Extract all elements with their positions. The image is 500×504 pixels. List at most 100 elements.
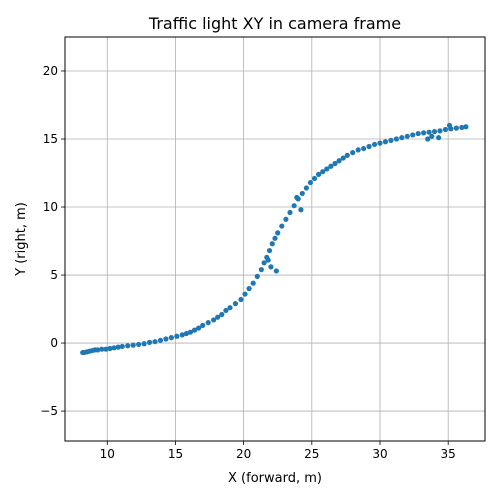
scatter-point: [223, 307, 229, 314]
scatter-point: [265, 257, 271, 263]
scatter-point: [141, 341, 147, 347]
scatter-point: [179, 332, 185, 338]
scatter-point: [211, 317, 217, 323]
y-axis-label: Y (right, m): [14, 202, 29, 277]
scatter-point: [316, 171, 322, 177]
scatter-point: [168, 335, 174, 341]
scatter-point: [163, 336, 169, 342]
scatter-point: [268, 264, 274, 270]
scatter-point: [459, 124, 465, 131]
y-tick-label: −5: [40, 404, 58, 418]
scatter-point: [463, 124, 469, 130]
scatter-point: [328, 163, 334, 169]
scatter-point: [238, 296, 244, 303]
scatter-point: [371, 141, 378, 148]
y-tick-label: 15: [43, 132, 58, 146]
scatter-point: [404, 133, 410, 139]
scatter-point: [298, 207, 304, 213]
scatter-point: [361, 145, 367, 152]
scatter-point: [254, 273, 260, 280]
scatter-point: [103, 346, 109, 352]
scatter-point: [388, 137, 394, 143]
scatter-point: [366, 143, 372, 150]
scatter-point: [431, 128, 438, 135]
scatter-point: [196, 325, 202, 331]
scatter-point: [311, 175, 318, 182]
scatter-point: [382, 139, 389, 145]
data-points: [80, 122, 469, 356]
scatter-point: [111, 345, 117, 351]
scatter-point: [446, 122, 453, 129]
scatter-point: [350, 150, 356, 156]
scatter-point: [200, 322, 206, 328]
scatter-point: [99, 346, 105, 352]
x-axis-label: X (forward, m): [228, 471, 322, 486]
scatter-point: [215, 314, 221, 320]
scatter-point: [95, 347, 101, 353]
scatter-point: [152, 339, 158, 345]
scatter-point: [453, 125, 459, 131]
scatter-point: [130, 342, 136, 348]
scatter-point: [299, 190, 305, 197]
scatter-point: [232, 301, 239, 307]
scatter-point: [136, 341, 142, 348]
x-tick-label: 30: [372, 447, 387, 461]
scatter-point: [415, 130, 421, 137]
scatter-point: [119, 343, 125, 350]
y-tick-label: 0: [50, 336, 58, 350]
scatter-point: [287, 209, 293, 216]
scatter-point: [183, 330, 189, 337]
scatter-point: [324, 166, 330, 172]
scatter-point: [157, 337, 164, 343]
scatter-point: [125, 343, 131, 349]
x-tick-label: 20: [236, 447, 251, 461]
scatter-point: [436, 135, 442, 141]
scatter-point: [283, 216, 289, 222]
scatter-point: [275, 230, 281, 236]
y-tick-label: 20: [43, 64, 58, 78]
grid: [65, 37, 485, 441]
scatter-point: [291, 203, 297, 209]
scatter-point: [107, 345, 113, 352]
scatter-point: [355, 147, 361, 153]
scatter-point: [399, 135, 405, 141]
y-tick-label: 5: [50, 268, 58, 282]
scatter-point: [410, 132, 416, 138]
scatter-point: [115, 344, 121, 350]
axis-ticks: 10 15 20 25 30 35 −5 0 5 10 15 20: [40, 64, 456, 461]
scatter-point: [246, 286, 252, 292]
scatter-point: [307, 179, 314, 186]
plot-frame: [64, 36, 486, 442]
scatter-point: [227, 305, 233, 311]
scatter-point: [191, 327, 198, 333]
scatter-point: [272, 235, 278, 241]
scatter-point: [146, 339, 153, 345]
x-tick-label: 15: [168, 447, 183, 461]
scatter-point: [336, 158, 342, 164]
scatter-point: [258, 267, 264, 273]
scatter-point: [261, 260, 267, 266]
chart-title: Traffic light XY in camera frame: [148, 14, 401, 33]
scatter-point: [425, 136, 431, 142]
scatter-point: [219, 311, 225, 318]
scatter-point: [421, 130, 427, 136]
scatter-point: [429, 133, 435, 139]
scatter-point: [187, 329, 194, 335]
scatter-point: [205, 320, 211, 326]
scatter-point: [294, 194, 300, 201]
scatter-point: [320, 169, 326, 175]
scatter-point: [344, 152, 350, 158]
scatter-point: [377, 140, 383, 146]
scatter-point: [437, 128, 443, 134]
x-tick-label: 35: [441, 447, 456, 461]
scatter-point: [273, 268, 279, 274]
scatter-point: [332, 160, 338, 167]
scatter-point: [242, 291, 248, 297]
scatter-point: [279, 223, 285, 229]
y-tick-label: 10: [43, 200, 58, 214]
x-tick-label: 10: [100, 447, 115, 461]
scatter-point: [393, 136, 399, 142]
